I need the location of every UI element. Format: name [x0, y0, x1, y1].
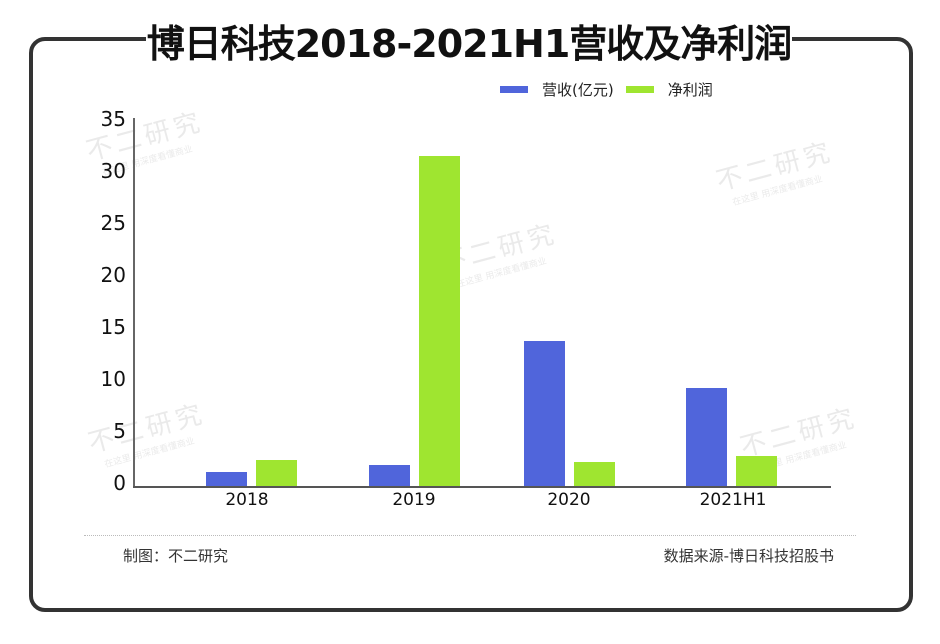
- bar-net-profit-2019: [419, 156, 460, 486]
- y-tick-label: 30: [100, 159, 126, 183]
- y-tick-label: 25: [100, 211, 126, 235]
- y-tick-label: 0: [113, 471, 126, 495]
- bar-revenue-2020: [524, 341, 565, 486]
- legend: 营收(亿元) 净利润: [500, 78, 725, 100]
- data-source: 数据来源-博日科技招股书: [663, 547, 834, 565]
- footer-divider: [84, 535, 856, 536]
- legend-label-revenue: 营收(亿元): [542, 80, 614, 99]
- legend-item-revenue: 营收(亿元): [500, 79, 614, 100]
- bar-net-profit-2018: [256, 460, 297, 486]
- bar-revenue-2019: [369, 465, 410, 486]
- title-mask: [146, 20, 792, 60]
- bar-revenue-2021H1: [686, 388, 727, 486]
- y-axis: [133, 118, 135, 487]
- chart-title: 博日科技2018-2021H1营收及净利润: [146, 22, 793, 66]
- y-tick-label: 10: [100, 367, 126, 391]
- y-tick-label: 20: [100, 263, 126, 287]
- y-tick-label: 15: [100, 315, 126, 339]
- legend-label-net-profit: 净利润: [667, 80, 713, 99]
- bar-net-profit-2021H1: [736, 456, 777, 486]
- y-tick-label: 35: [100, 107, 126, 131]
- legend-item-net-profit: 净利润: [625, 79, 713, 100]
- bar-net-profit-2020: [574, 462, 615, 486]
- x-tick-label: 2019: [392, 490, 436, 510]
- x-axis: [133, 486, 831, 488]
- legend-swatch-revenue: [500, 85, 528, 93]
- x-tick-label: 2018: [225, 490, 269, 510]
- x-tick-label: 2021H1: [699, 490, 767, 510]
- chart-frame: [29, 37, 913, 612]
- y-tick-label: 5: [113, 419, 126, 443]
- x-tick-label: 2020: [547, 490, 591, 510]
- bar-revenue-2018: [206, 472, 247, 486]
- legend-swatch-net-profit: [625, 85, 654, 93]
- chart-credit: 制图：不二研究: [123, 547, 229, 565]
